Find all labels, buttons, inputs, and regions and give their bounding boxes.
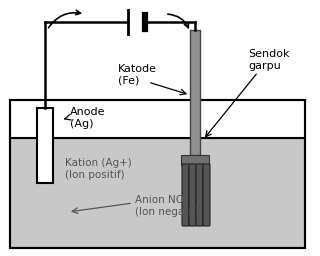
Text: Sendok
garpu: Sendok garpu <box>248 49 290 71</box>
Bar <box>181 155 209 165</box>
FancyBboxPatch shape <box>203 164 210 226</box>
Bar <box>10 138 305 248</box>
Text: Kation (Ag+)
(Ion positif): Kation (Ag+) (Ion positif) <box>65 158 132 180</box>
Text: Katode
(Fe): Katode (Fe) <box>118 64 157 86</box>
Bar <box>10 100 305 248</box>
Bar <box>10 100 305 138</box>
FancyArrowPatch shape <box>49 10 80 28</box>
FancyArrowPatch shape <box>168 14 188 28</box>
FancyBboxPatch shape <box>196 164 203 226</box>
FancyBboxPatch shape <box>182 164 189 226</box>
FancyBboxPatch shape <box>189 164 196 226</box>
Text: Anode
(Ag): Anode (Ag) <box>70 107 106 129</box>
Text: Anion NO₃
(Ion negatif): Anion NO₃ (Ion negatif) <box>135 195 199 217</box>
Bar <box>190 30 200 155</box>
Bar <box>37 108 53 183</box>
